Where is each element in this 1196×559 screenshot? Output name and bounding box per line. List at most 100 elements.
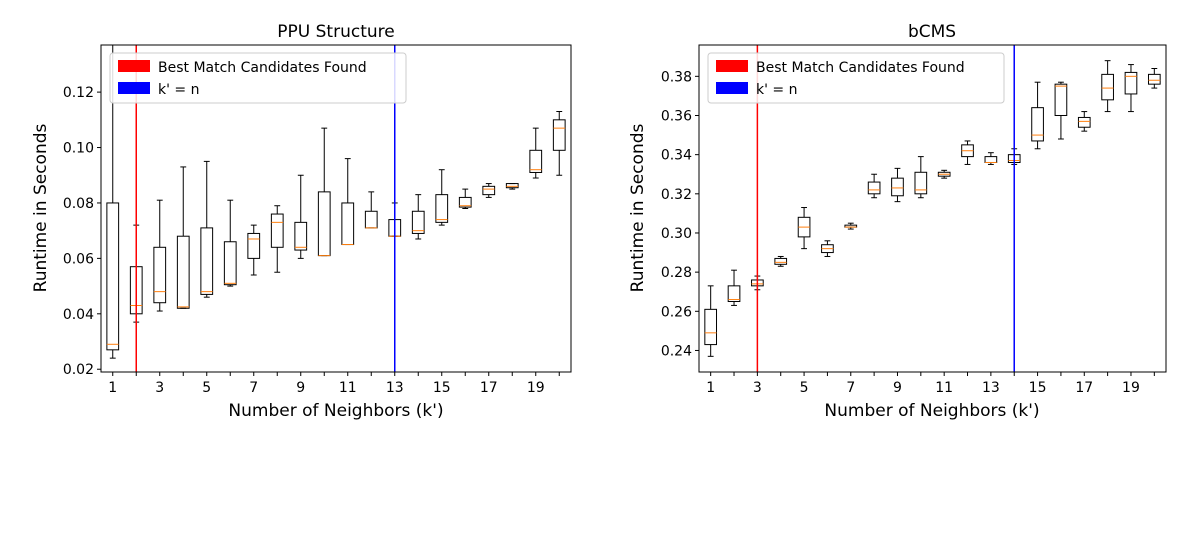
box-body <box>223 241 237 286</box>
box-17 <box>1077 111 1091 132</box>
box-body <box>341 202 355 246</box>
box-body <box>984 156 998 163</box>
box-body <box>458 196 472 208</box>
box-body <box>1054 83 1068 116</box>
x-axis-label: Number of Neighbors (k') <box>228 401 443 421</box>
legend-swatch-k-equals-n <box>716 82 748 94</box>
box-body <box>435 194 449 223</box>
y-tick-label: 0.06 <box>63 251 94 267</box>
box-body <box>317 191 331 257</box>
box-6 <box>821 240 834 257</box>
box-10 <box>317 127 331 257</box>
plot-area <box>698 44 1167 373</box>
legend: Best Match Candidates Found k' = n <box>707 52 1005 104</box>
box-10 <box>914 156 928 199</box>
legend-swatch-best-match <box>118 60 150 72</box>
box-body <box>106 202 120 351</box>
box-body <box>1124 71 1138 95</box>
box-body <box>727 285 741 303</box>
x-axis-label: Number of Neighbors (k') <box>824 401 1039 421</box>
box-body <box>867 181 881 195</box>
box-9 <box>294 174 308 259</box>
y-tick-label: 0.26 <box>661 304 692 320</box>
x-axis: 1 3 5 7 9 11 13 15 17 19 <box>706 372 1155 396</box>
box-body <box>552 119 566 151</box>
x-tick-label: 9 <box>893 380 902 396</box>
axes-frame <box>100 44 572 373</box>
legend-box <box>707 52 1005 104</box>
legend: Best Match Candidates Found k' = n <box>109 52 407 104</box>
box-6 <box>223 199 237 287</box>
legend-label-best-match: Best Match Candidates Found <box>158 60 367 76</box>
x-tick-label: 9 <box>296 380 305 396</box>
x-tick-label: 1 <box>706 380 715 396</box>
box-13 <box>984 152 998 165</box>
box-20 <box>1147 67 1161 89</box>
box-3 <box>153 199 167 312</box>
box-14 <box>411 194 425 240</box>
y-tick-label: 0.12 <box>63 85 94 101</box>
legend-label-best-match: Best Match Candidates Found <box>756 60 965 76</box>
box-4 <box>176 166 190 309</box>
y-tick-label: 0.08 <box>63 196 94 212</box>
box-7 <box>247 224 261 276</box>
x-tick-label: 15 <box>433 380 451 396</box>
chart-title: PPU Structure <box>277 22 394 42</box>
x-tick-label: 7 <box>249 380 258 396</box>
x-tick-label: 13 <box>386 380 404 396</box>
box-8 <box>270 205 284 273</box>
y-tick-label: 0.30 <box>661 226 692 242</box>
box-11 <box>341 158 355 246</box>
box-body <box>153 246 167 304</box>
box-body <box>247 232 261 259</box>
box-2 <box>727 269 741 306</box>
box-19 <box>529 127 543 179</box>
box-16 <box>1054 81 1068 140</box>
legend-swatch-k-equals-n <box>118 82 150 94</box>
box-7 <box>844 222 858 230</box>
y-tick-label: 0.38 <box>661 69 692 85</box>
box-body <box>482 185 496 196</box>
box-body <box>411 210 425 234</box>
x-tick-label: 17 <box>480 380 498 396</box>
box-12 <box>961 140 974 165</box>
box-body <box>1101 73 1114 101</box>
x-tick-label: 11 <box>339 380 357 396</box>
box-body <box>294 221 308 251</box>
x-tick-label: 5 <box>202 380 211 396</box>
y-tick-label: 0.24 <box>661 343 692 359</box>
x-tick-label: 5 <box>800 380 809 396</box>
box-5 <box>200 160 214 298</box>
box-9 <box>891 167 904 203</box>
y-axis-label: Runtime in Seconds <box>628 123 648 292</box>
y-tick-label: 0.10 <box>63 141 94 157</box>
x-tick-label: 3 <box>753 380 762 396</box>
y-axis-label: Runtime in Seconds <box>31 123 51 292</box>
y-tick-label: 0.32 <box>661 187 692 203</box>
y-tick-label: 0.28 <box>661 265 692 281</box>
box-body <box>364 210 378 229</box>
x-tick-label: 11 <box>935 380 953 396</box>
x-tick-label: 19 <box>1122 380 1140 396</box>
box-19 <box>1124 64 1138 113</box>
x-tick-label: 3 <box>155 380 164 396</box>
box-body <box>505 183 519 189</box>
box-body <box>176 235 190 309</box>
x-tick-label: 1 <box>108 380 117 396</box>
box-12 <box>364 191 378 229</box>
box-body <box>1077 116 1091 128</box>
legend-label-k-equals-n: k' = n <box>158 82 199 98</box>
box-1 <box>106 45 120 359</box>
chart-ppu-structure: PPU Structure Number of Neighbors (k') R… <box>31 22 572 421</box>
axes-frame <box>698 44 1167 373</box>
box-1 <box>704 285 718 357</box>
box-body <box>200 227 214 295</box>
chart-title: bCMS <box>908 22 956 42</box>
box-11 <box>937 169 951 179</box>
x-tick-label: 19 <box>527 380 545 396</box>
x-axis: 1 3 5 7 9 11 13 15 17 19 <box>108 372 560 396</box>
box-body <box>891 177 904 197</box>
box-5 <box>797 207 811 250</box>
box-8 <box>867 173 881 199</box>
